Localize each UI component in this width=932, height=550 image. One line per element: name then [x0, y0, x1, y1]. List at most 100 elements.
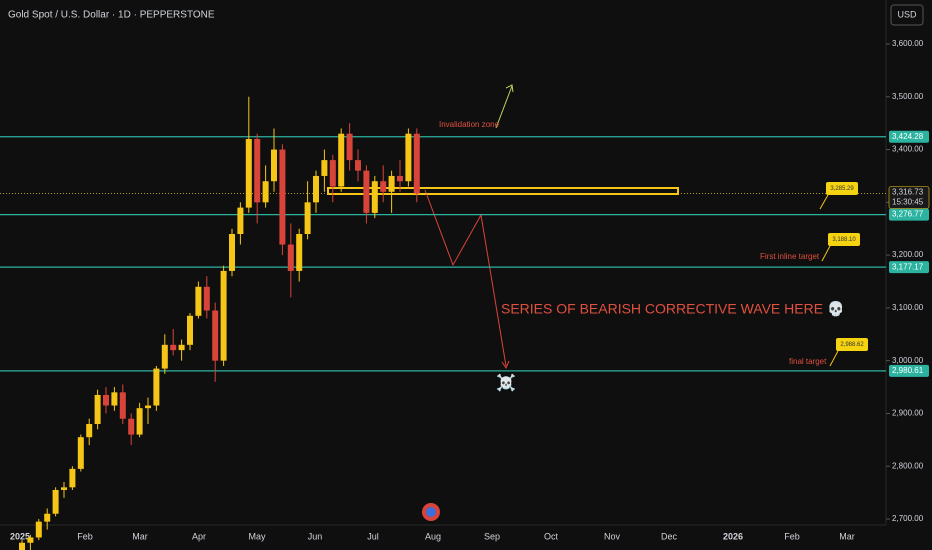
- note-box: [826, 182, 858, 195]
- currency-button[interactable]: [890, 4, 924, 26]
- x-tick-label: Apr: [192, 531, 206, 541]
- candle-body: [44, 513, 51, 522]
- y-tick-label: 3,200.00: [892, 250, 924, 259]
- candle-body: [287, 244, 294, 271]
- candle-body: [161, 344, 168, 369]
- candle-body: [212, 310, 219, 361]
- note-pointer: [829, 350, 839, 367]
- note-pointer: [819, 194, 829, 210]
- level-label-box: [889, 364, 929, 377]
- candle-body: [237, 207, 244, 234]
- projection-arrow: [501, 360, 510, 370]
- candle-body: [413, 133, 420, 194]
- candle-body: [355, 160, 361, 171]
- candle-body: [128, 418, 135, 435]
- candle-body: [77, 437, 84, 469]
- note-box: [828, 233, 860, 246]
- level-label-box: [889, 261, 929, 274]
- x-tick-label: May: [248, 531, 266, 541]
- y-tick-label: 3,500.00: [892, 92, 924, 101]
- y-tick-label: 2,900.00: [892, 409, 924, 418]
- y-tick-label: 3,400.00: [892, 145, 924, 154]
- x-tick-label: Mar: [132, 531, 148, 541]
- candle-body: [136, 408, 143, 435]
- x-tick-label: 2026: [723, 531, 743, 541]
- candle-body: [61, 487, 67, 490]
- invalidation-arrow: [495, 85, 513, 129]
- x-tick-label: Feb: [784, 531, 800, 541]
- x-tick-label: Nov: [604, 531, 621, 541]
- candle-body: [397, 175, 403, 182]
- candle-body: [380, 181, 387, 192]
- level-label: 3,276.77: [892, 210, 924, 219]
- candle-body: [195, 286, 202, 316]
- invalidation-arrowhead: [505, 84, 514, 93]
- candle-body: [35, 521, 42, 538]
- candle-body: [94, 394, 101, 424]
- events-icon-inner[interactable]: [426, 507, 436, 517]
- y-tick-label: 3,000.00: [892, 356, 924, 365]
- x-tick-label: Sep: [484, 531, 500, 541]
- currency[interactable]: USD: [897, 9, 917, 19]
- candle-body: [279, 149, 286, 245]
- candle-body: [203, 286, 210, 311]
- x-tick-label: Dec: [661, 531, 678, 541]
- y-tick-label: 2,800.00: [892, 461, 924, 470]
- candle-body: [313, 175, 319, 203]
- note-callouts: 3,285.29 3,188.10 2,988.62: [819, 182, 868, 367]
- candle-body: [229, 234, 235, 271]
- candle-body: [153, 368, 160, 406]
- y-tick-label: 3,100.00: [892, 303, 924, 312]
- note-text: 3,188.10: [832, 237, 856, 243]
- candle-body: [187, 315, 193, 345]
- chart-title: Gold Spot / U.S. Dollar · 1D · PEPPERSTO…: [8, 10, 215, 21]
- annotation: Invalidation zone: [439, 120, 500, 129]
- candle-body: [111, 392, 118, 406]
- candle-body: [86, 424, 93, 438]
- candle-body: [363, 170, 370, 213]
- annotation: First inline target: [760, 252, 820, 261]
- x-tick-label: 2025: [10, 531, 30, 541]
- level-label-box: [889, 208, 929, 221]
- candle-body: [371, 181, 378, 213]
- candle-body: [304, 202, 311, 234]
- candle-body: [178, 344, 185, 351]
- candle-body: [27, 537, 34, 543]
- candle-body: [329, 160, 336, 187]
- note-box: [836, 338, 868, 351]
- level-label: 3,424.28: [892, 132, 924, 141]
- candle-body: [321, 160, 328, 176]
- candle-body: [405, 133, 412, 182]
- candle-body: [145, 405, 151, 409]
- candle-body: [254, 139, 261, 203]
- candle-body: [346, 133, 353, 161]
- y-tick-label: 3,600.00: [892, 39, 924, 48]
- candle-body: [245, 139, 252, 208]
- x-tick-label: Feb: [77, 531, 93, 541]
- note-pointer: [821, 245, 831, 262]
- x-tick-label: Jun: [308, 531, 323, 541]
- note-text: 3,285.29: [830, 186, 854, 192]
- x-tick-label: Jul: [367, 531, 379, 541]
- annotation: SERIES OF BEARISH CORRECTIVE WAVE HERE 💀: [501, 301, 844, 318]
- x-tick-label: Aug: [425, 531, 441, 541]
- candle-body: [338, 133, 345, 187]
- zone-box: [327, 187, 679, 195]
- candle-body: [103, 394, 109, 406]
- y-tick-label: 2,700.00: [892, 514, 924, 523]
- last-price-box: [888, 186, 930, 209]
- level-label-box: [889, 130, 929, 143]
- candle-body: [69, 468, 76, 488]
- candle-body: [170, 344, 177, 351]
- level-label: 2,980.61: [892, 366, 924, 375]
- candle-body: [271, 149, 277, 182]
- candle-body: [220, 270, 227, 361]
- candle-body: [19, 542, 25, 550]
- candle-body: [119, 392, 126, 419]
- annotation: final target: [789, 357, 827, 366]
- countdown: 15:30:45: [892, 198, 924, 207]
- candle-body: [388, 175, 395, 192]
- candle-body: [296, 234, 303, 271]
- x-tick-label: Mar: [839, 531, 855, 541]
